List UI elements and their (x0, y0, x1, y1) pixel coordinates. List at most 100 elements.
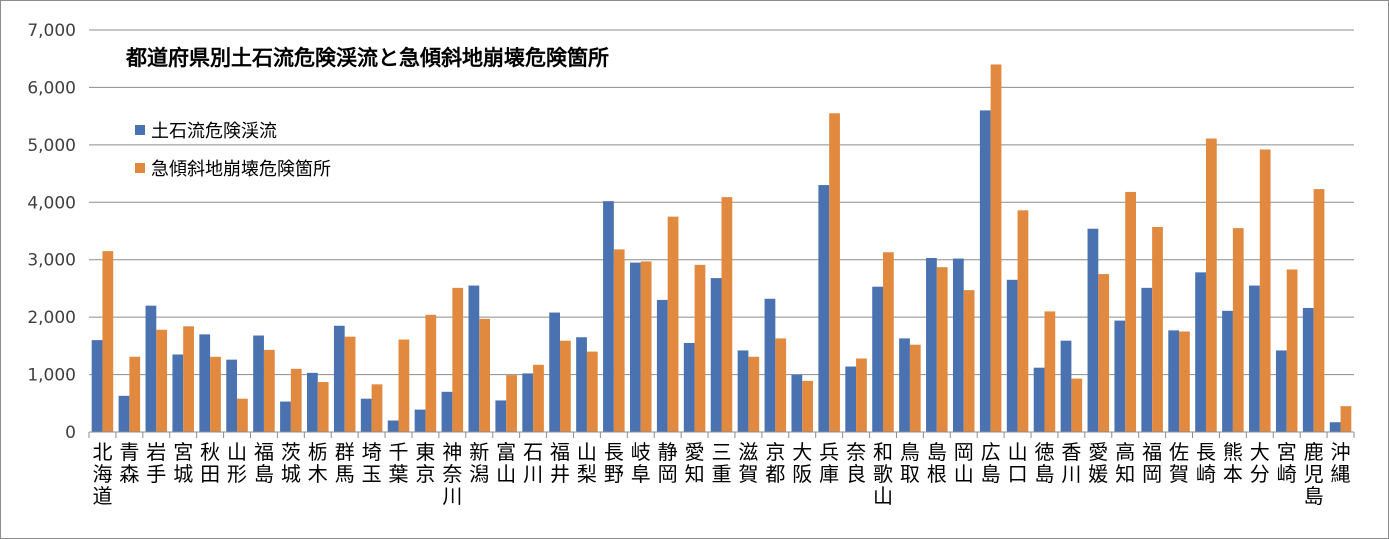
bar-series-2 (721, 197, 733, 432)
bar-series-2 (263, 349, 275, 432)
bar-series-1 (1087, 228, 1099, 432)
x-category-label: 山梨 (577, 440, 597, 486)
bar-series-1 (172, 354, 184, 432)
bar-series-2 (479, 318, 491, 432)
bar-series-2 (1044, 311, 1056, 432)
bars (91, 64, 1352, 433)
bar-series-2 (936, 267, 948, 432)
legend: 土石流危険渓流 急傾斜地崩壊危険箇所 (135, 121, 331, 180)
x-category-label: 長崎 (1196, 440, 1216, 486)
bar-series-1 (199, 334, 211, 432)
y-tick-label: 7,000 (27, 21, 76, 41)
bar-series-1 (1006, 279, 1018, 432)
x-category-label: 愛知 (685, 440, 705, 486)
y-tick-label: 5,000 (27, 136, 76, 156)
x-category-label: 埼玉 (362, 440, 382, 486)
bar-series-2 (290, 368, 302, 432)
x-category-label: 沖縄 (1331, 440, 1351, 486)
bar-series-2 (102, 251, 114, 432)
x-category-label: 群馬 (335, 440, 355, 486)
bar-series-2 (210, 356, 221, 432)
bar-series-1 (979, 110, 991, 433)
bar-series-1 (307, 372, 318, 432)
bar-series-1 (1033, 367, 1045, 432)
x-category-label: 石川 (523, 440, 543, 486)
bar-series-1 (603, 201, 614, 432)
bar-series-2 (452, 287, 464, 432)
bar-series-1 (791, 374, 803, 432)
x-category-label: 千葉 (389, 440, 409, 486)
bar-series-2 (640, 261, 652, 432)
bar-series-2 (317, 382, 329, 432)
bar-series-2 (156, 329, 168, 432)
bar-series-1 (1275, 350, 1287, 432)
x-category-label: 鹿児島 (1304, 440, 1324, 508)
x-category-label: 福井 (550, 440, 570, 486)
bar-series-1 (441, 391, 453, 432)
bar-series-2 (344, 336, 356, 432)
bar-series-1 (576, 337, 587, 432)
bar-series-2 (533, 364, 544, 432)
bar-series-1 (333, 325, 345, 432)
bar-series-1 (118, 395, 130, 432)
x-category-label: 香川 (1061, 440, 1081, 486)
bar-series-1 (683, 342, 695, 432)
bar-series-2 (586, 351, 598, 432)
x-category-label: 奈良 (846, 440, 866, 486)
bar-series-2 (1259, 149, 1271, 433)
x-category-label: 大分 (1250, 440, 1270, 486)
y-tick-label: 2,000 (27, 308, 76, 328)
x-category-label: 青森 (119, 440, 139, 486)
bar-series-1 (952, 258, 964, 432)
bar-series-2 (829, 113, 840, 433)
legend-swatch-series-1 (135, 125, 145, 135)
x-category-label: 岩手 (146, 440, 166, 486)
x-category-label: 滋賀 (738, 440, 758, 486)
bar-series-2 (802, 380, 814, 432)
bar-series-1 (549, 312, 561, 432)
bar-series-1 (872, 286, 883, 432)
x-category-label: 宮崎 (1277, 440, 1297, 486)
bar-series-2 (1125, 191, 1136, 432)
bar-series-2 (1179, 331, 1190, 432)
bar-series-1 (91, 340, 103, 432)
bar-series-1 (1329, 422, 1341, 432)
bar-series-1 (253, 335, 264, 432)
bar-series-1 (1168, 330, 1180, 432)
bar-series-2 (882, 252, 894, 432)
bar-series-2 (1286, 269, 1298, 432)
y-tick-label: 6,000 (27, 78, 76, 98)
bar-series-1 (845, 366, 857, 432)
x-category-label: 山口 (1008, 440, 1028, 486)
bar-series-1 (1249, 285, 1260, 432)
bar-series-2 (694, 264, 706, 432)
y-tick-label: 0 (65, 423, 76, 443)
x-category-label: 大阪 (792, 440, 812, 486)
x-category-label: 熊本 (1223, 440, 1243, 486)
bar-series-2 (237, 398, 248, 432)
x-category-label: 栃木 (308, 440, 328, 486)
bar-series-2 (1017, 210, 1029, 432)
bar-series-2 (1205, 138, 1217, 433)
x-category-label: 岐阜 (631, 440, 651, 486)
legend-swatch-series-2 (135, 163, 145, 173)
x-category-label: 秋田 (200, 440, 220, 486)
x-category-label: 島根 (927, 440, 947, 486)
chart-title: 都道府県別土石流危険渓流と急傾斜地崩壊危険箇所 (125, 46, 609, 70)
bar-series-2 (425, 314, 437, 432)
x-category-label: 和歌山 (873, 440, 893, 508)
bar-series-1 (737, 350, 749, 432)
bar-series-2 (1232, 228, 1244, 432)
x-category-label: 京都 (765, 440, 785, 486)
bar-series-1 (1060, 340, 1072, 432)
bar-series-1 (360, 398, 372, 432)
bar-series-2 (1071, 378, 1083, 432)
bar-series-1 (414, 409, 426, 432)
bar-series-2 (560, 340, 571, 432)
x-category-label: 福岡 (1142, 440, 1162, 486)
bar-series-2 (1152, 226, 1163, 432)
x-category-label: 徳島 (1034, 440, 1054, 486)
bar-series-2 (371, 384, 383, 432)
bar-series-2 (1098, 274, 1110, 432)
